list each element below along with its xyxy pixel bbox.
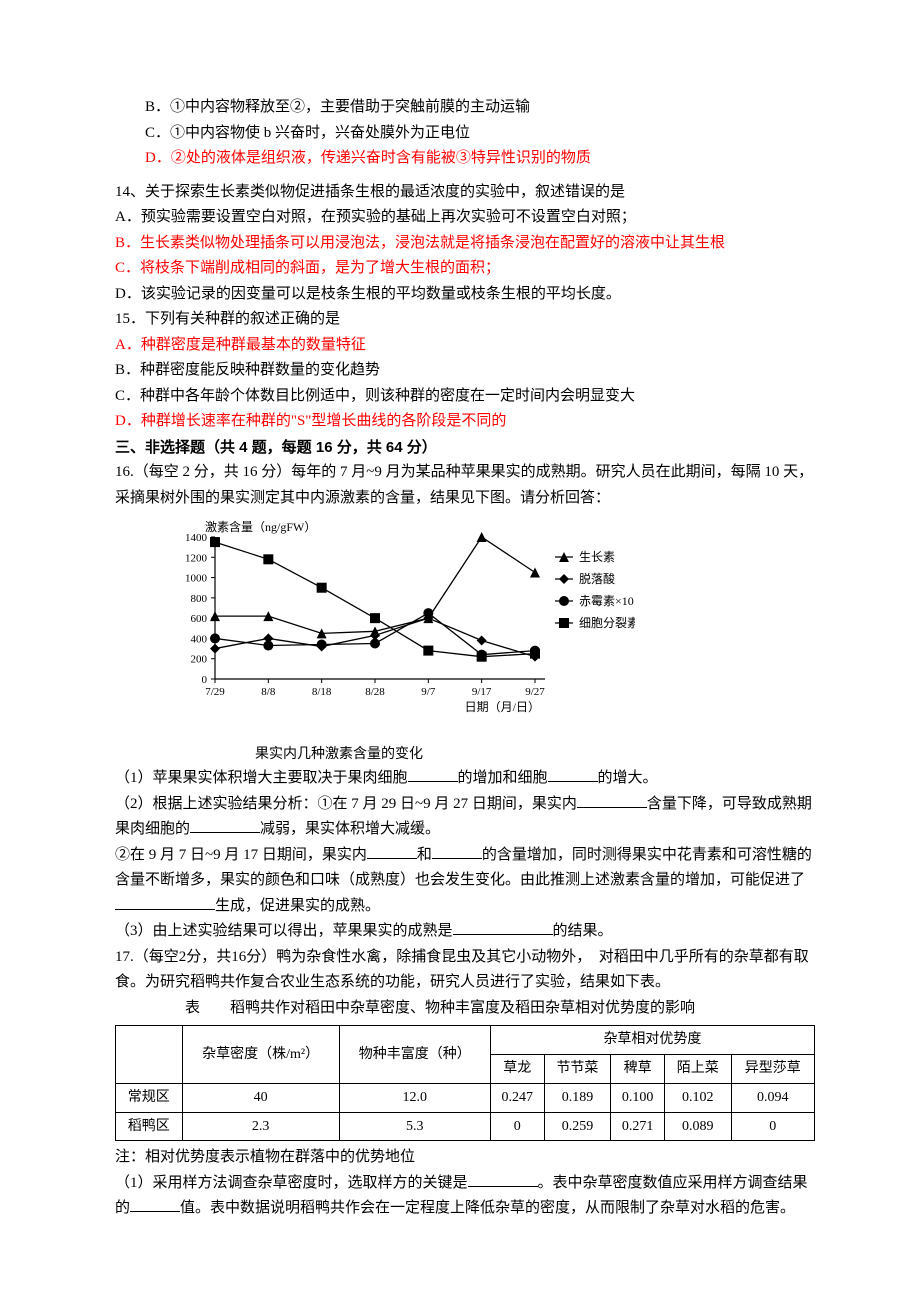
table-cell: 0.271 <box>611 1112 665 1141</box>
svg-text:1400: 1400 <box>185 532 208 544</box>
text: 的结果。 <box>553 923 613 939</box>
svg-text:600: 600 <box>191 613 208 625</box>
table-row: 稻鸭区 2.3 5.3 0 0.259 0.271 0.089 0 <box>116 1112 815 1141</box>
table-cell: 0 <box>731 1112 814 1141</box>
table-cell: 0 <box>490 1112 544 1141</box>
q16-stem: 16.（每空 2 分，共 16 分）每年的 7 月~9 月为某品种苹果果实的成熟… <box>115 460 815 511</box>
svg-text:8/28: 8/28 <box>365 686 385 698</box>
q17-stem: 17.（每空2分，共16分）鸭为杂食性水禽，除捕食昆虫及其它小动物外， 对稻田中… <box>115 945 815 996</box>
table-cell: 40 <box>182 1083 339 1112</box>
svg-text:1200: 1200 <box>185 552 208 564</box>
table-cell: 0.094 <box>731 1083 814 1112</box>
svg-text:1000: 1000 <box>185 573 208 585</box>
svg-text:0: 0 <box>202 674 208 686</box>
text: 的增加和细胞 <box>458 770 548 786</box>
table-cell: 杂草相对优势度 <box>490 1026 814 1055</box>
q14-option-a: A．预实验需要设置空白对照，在预实验的基础上再次实验可不设置空白对照； <box>115 205 815 231</box>
text: 和 <box>417 847 432 863</box>
table-cell: 0.100 <box>611 1083 665 1112</box>
q14-stem: 14、关于探索生长素类似物促进插条生根的最适浓度的实验中，叙述错误的是 <box>115 180 815 206</box>
text: （3）由上述实验结果可以得出，苹果果实的成熟是 <box>115 923 453 939</box>
blank <box>548 766 598 782</box>
blank <box>130 1196 180 1212</box>
blank <box>432 843 482 859</box>
table-cell: 草龙 <box>490 1055 544 1084</box>
q14-option-d: D．该实验记录的因变量可以是枝条生根的平均数量或枝条生根的平均长度。 <box>115 282 815 308</box>
table-cell <box>116 1026 183 1084</box>
q17-p1: （1）采用样方法调查杂草密度时，选取样方的关键是。表中杂草密度数值应采用样方调查… <box>115 1171 815 1222</box>
q16-chart: 激素含量（ng/gFW） 0 200 400 600 800 1000 1200 1400 7/2… <box>155 519 815 739</box>
blank <box>577 792 647 808</box>
q17-note: 注：相对优势度表示植物在群落中的优势地位 <box>115 1145 815 1171</box>
q14-option-b: B．生长素类似物处理插条可以用浸泡法，浸泡法就是将插条浸泡在配置好的溶液中让其生… <box>115 231 815 257</box>
table-cell: 杂草密度（株/m²） <box>182 1026 339 1084</box>
q17-table: 杂草密度（株/m²） 物种丰富度（种） 杂草相对优势度 草龙 节节菜 稗草 陌上… <box>115 1025 815 1141</box>
blank <box>408 766 458 782</box>
text: 的增大。 <box>598 770 658 786</box>
svg-text:400: 400 <box>191 633 208 645</box>
svg-text:800: 800 <box>191 593 208 605</box>
q16-p4: （3）由上述实验结果可以得出，苹果果实的成熟是 的结果。 <box>115 919 815 945</box>
text: （2）根据上述实验结果分析：①在 7 月 29 日~9 月 27 日期间，果实内 <box>115 796 577 812</box>
table-cell: 稗草 <box>611 1055 665 1084</box>
svg-text:8/18: 8/18 <box>312 686 332 698</box>
q15-option-a: A．种群密度是种群最基本的数量特征 <box>115 333 815 359</box>
blank <box>468 1171 538 1187</box>
svg-text:200: 200 <box>191 654 208 666</box>
table-row: 杂草密度（株/m²） 物种丰富度（种） 杂草相对优势度 <box>116 1026 815 1055</box>
svg-text:日期（月/日）: 日期（月/日） <box>465 700 540 714</box>
table-cell: 常规区 <box>116 1083 183 1112</box>
q16-p3: ②在 9 月 7 日~9 月 17 日期间，果实内和的含量增加，同时测得果实中花… <box>115 843 815 920</box>
text: 减弱，果实体积增大减缓。 <box>260 821 440 837</box>
q15-stem: 15．下列有关种群的叙述正确的是 <box>115 307 815 333</box>
table-cell: 异型莎草 <box>731 1055 814 1084</box>
blank <box>367 843 417 859</box>
svg-text:9/27: 9/27 <box>525 686 545 698</box>
table-cell: 0.247 <box>490 1083 544 1112</box>
q16-p1: （1）苹果果实体积增大主要取决于果肉细胞 的增加和细胞 的增大。 <box>115 766 815 792</box>
q15-option-b: B．种群密度能反映种群数量的变化趋势 <box>115 358 815 384</box>
text: ②在 9 月 7 日~9 月 17 日期间，果实内 <box>115 847 367 863</box>
text: 值。表中数据说明稻鸭共作会在一定程度上降低杂草的密度，从而限制了杂草对水稻的危害… <box>180 1200 795 1216</box>
svg-text:9/7: 9/7 <box>421 686 436 698</box>
table-cell: 节节菜 <box>544 1055 611 1084</box>
svg-text:生长素: 生长素 <box>579 550 615 564</box>
blank <box>453 919 553 935</box>
text: 生成，促进果实的成熟。 <box>215 898 380 914</box>
table-cell: 5.3 <box>339 1112 490 1141</box>
q13-option-b: B．①中内容物释放至②，主要借助于突触前膜的主动运输 <box>115 95 815 121</box>
section-3-heading: 三、非选择题（共 4 题，每题 16 分，共 64 分） <box>115 435 815 461</box>
svg-text:9/17: 9/17 <box>472 686 492 698</box>
text: （1）采用样方法调查杂草密度时，选取样方的关键是 <box>115 1175 468 1191</box>
svg-text:激素含量（ng/gFW）: 激素含量（ng/gFW） <box>205 519 316 534</box>
q16-chart-caption: 果实内几种激素含量的变化 <box>115 743 815 767</box>
q15-option-d: D．种群增长速率在种群的"S"型增长曲线的各阶段是不同的 <box>115 409 815 435</box>
table-cell: 陌上菜 <box>665 1055 732 1084</box>
svg-text:细胞分裂素: 细胞分裂素 <box>579 616 635 630</box>
table-cell: 12.0 <box>339 1083 490 1112</box>
table-cell: 2.3 <box>182 1112 339 1141</box>
svg-text:脱落酸: 脱落酸 <box>579 571 615 586</box>
table-cell: 稻鸭区 <box>116 1112 183 1141</box>
svg-text:7/29: 7/29 <box>205 686 225 698</box>
text: （1）苹果果实体积增大主要取决于果肉细胞 <box>115 770 408 786</box>
q17-table-title: 表 稻鸭共作对稻田中杂草密度、物种丰富度及稻田杂草相对优势度的影响 <box>115 996 815 1022</box>
blank <box>190 817 260 833</box>
q13-option-d: D．②处的液体是组织液，传递兴奋时含有能被③特异性识别的物质 <box>115 146 815 172</box>
table-cell: 0.189 <box>544 1083 611 1112</box>
q14-option-c: C．将枝条下端削成相同的斜面，是为了增大生根的面积； <box>115 256 815 282</box>
blank <box>115 894 215 910</box>
table-cell: 0.102 <box>665 1083 732 1112</box>
q16-p2: （2）根据上述实验结果分析：①在 7 月 29 日~9 月 27 日期间，果实内… <box>115 792 815 843</box>
q13-option-c: C．①中内容物使 b 兴奋时，兴奋处膜外为正电位 <box>115 121 815 147</box>
svg-text:赤霉素×10: 赤霉素×10 <box>579 594 634 608</box>
svg-text:8/8: 8/8 <box>261 686 276 698</box>
table-cell: 0.259 <box>544 1112 611 1141</box>
table-cell: 0.089 <box>665 1112 732 1141</box>
table-row: 常规区 40 12.0 0.247 0.189 0.100 0.102 0.09… <box>116 1083 815 1112</box>
table-cell: 物种丰富度（种） <box>339 1026 490 1084</box>
q15-option-c: C．种群中各年龄个体数目比例适中，则该种群的密度在一定时间内会明显变大 <box>115 384 815 410</box>
